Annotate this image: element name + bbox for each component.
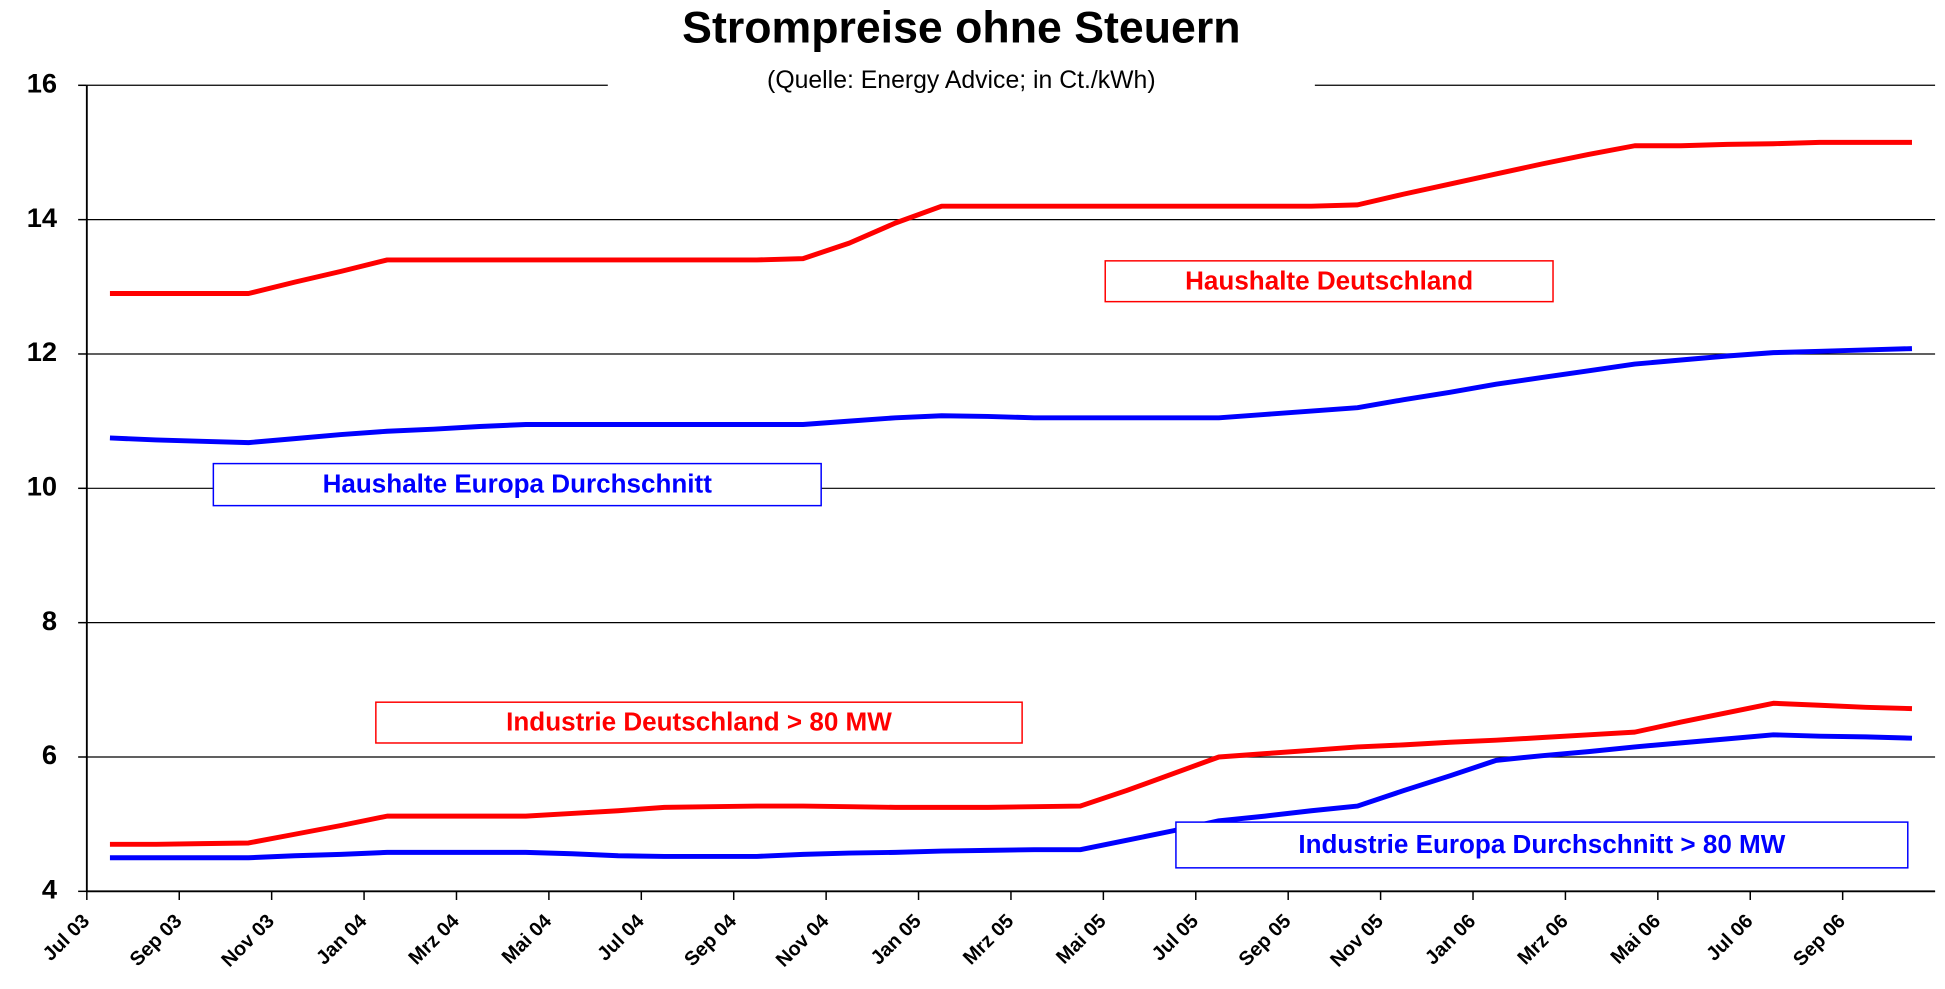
y-tick-label: 14 <box>27 202 57 233</box>
y-tick-label: 4 <box>42 874 57 905</box>
y-tick-label: 12 <box>27 336 57 367</box>
series-label: Haushalte Deutschland <box>1185 265 1473 295</box>
series-line <box>109 700 1913 847</box>
series-label-box <box>212 462 822 507</box>
series-label-box <box>1175 821 1909 869</box>
y-tick-label: 6 <box>42 739 57 770</box>
series-label: Industrie Europa Durchschnitt > 80 MW <box>1298 829 1785 859</box>
chart-subtitle: (Quelle: Energy Advice; in Ct./kWh) <box>767 67 1156 94</box>
y-tick-label: 16 <box>27 68 57 99</box>
y-tick-label: 8 <box>42 605 57 636</box>
series-label: Industrie Deutschland > 80 MW <box>506 707 892 737</box>
series-line <box>109 732 1913 861</box>
y-tick-label: 10 <box>27 471 57 502</box>
series-line <box>109 139 1912 296</box>
subtitle-background <box>607 64 1315 99</box>
series-line <box>109 346 1913 446</box>
series-label-box <box>375 701 1023 744</box>
series-label-box <box>1104 260 1554 303</box>
series-label: Haushalte Europa Durchschnitt <box>323 469 713 499</box>
chart-title: Strompreise ohne Steuern <box>682 4 1240 53</box>
